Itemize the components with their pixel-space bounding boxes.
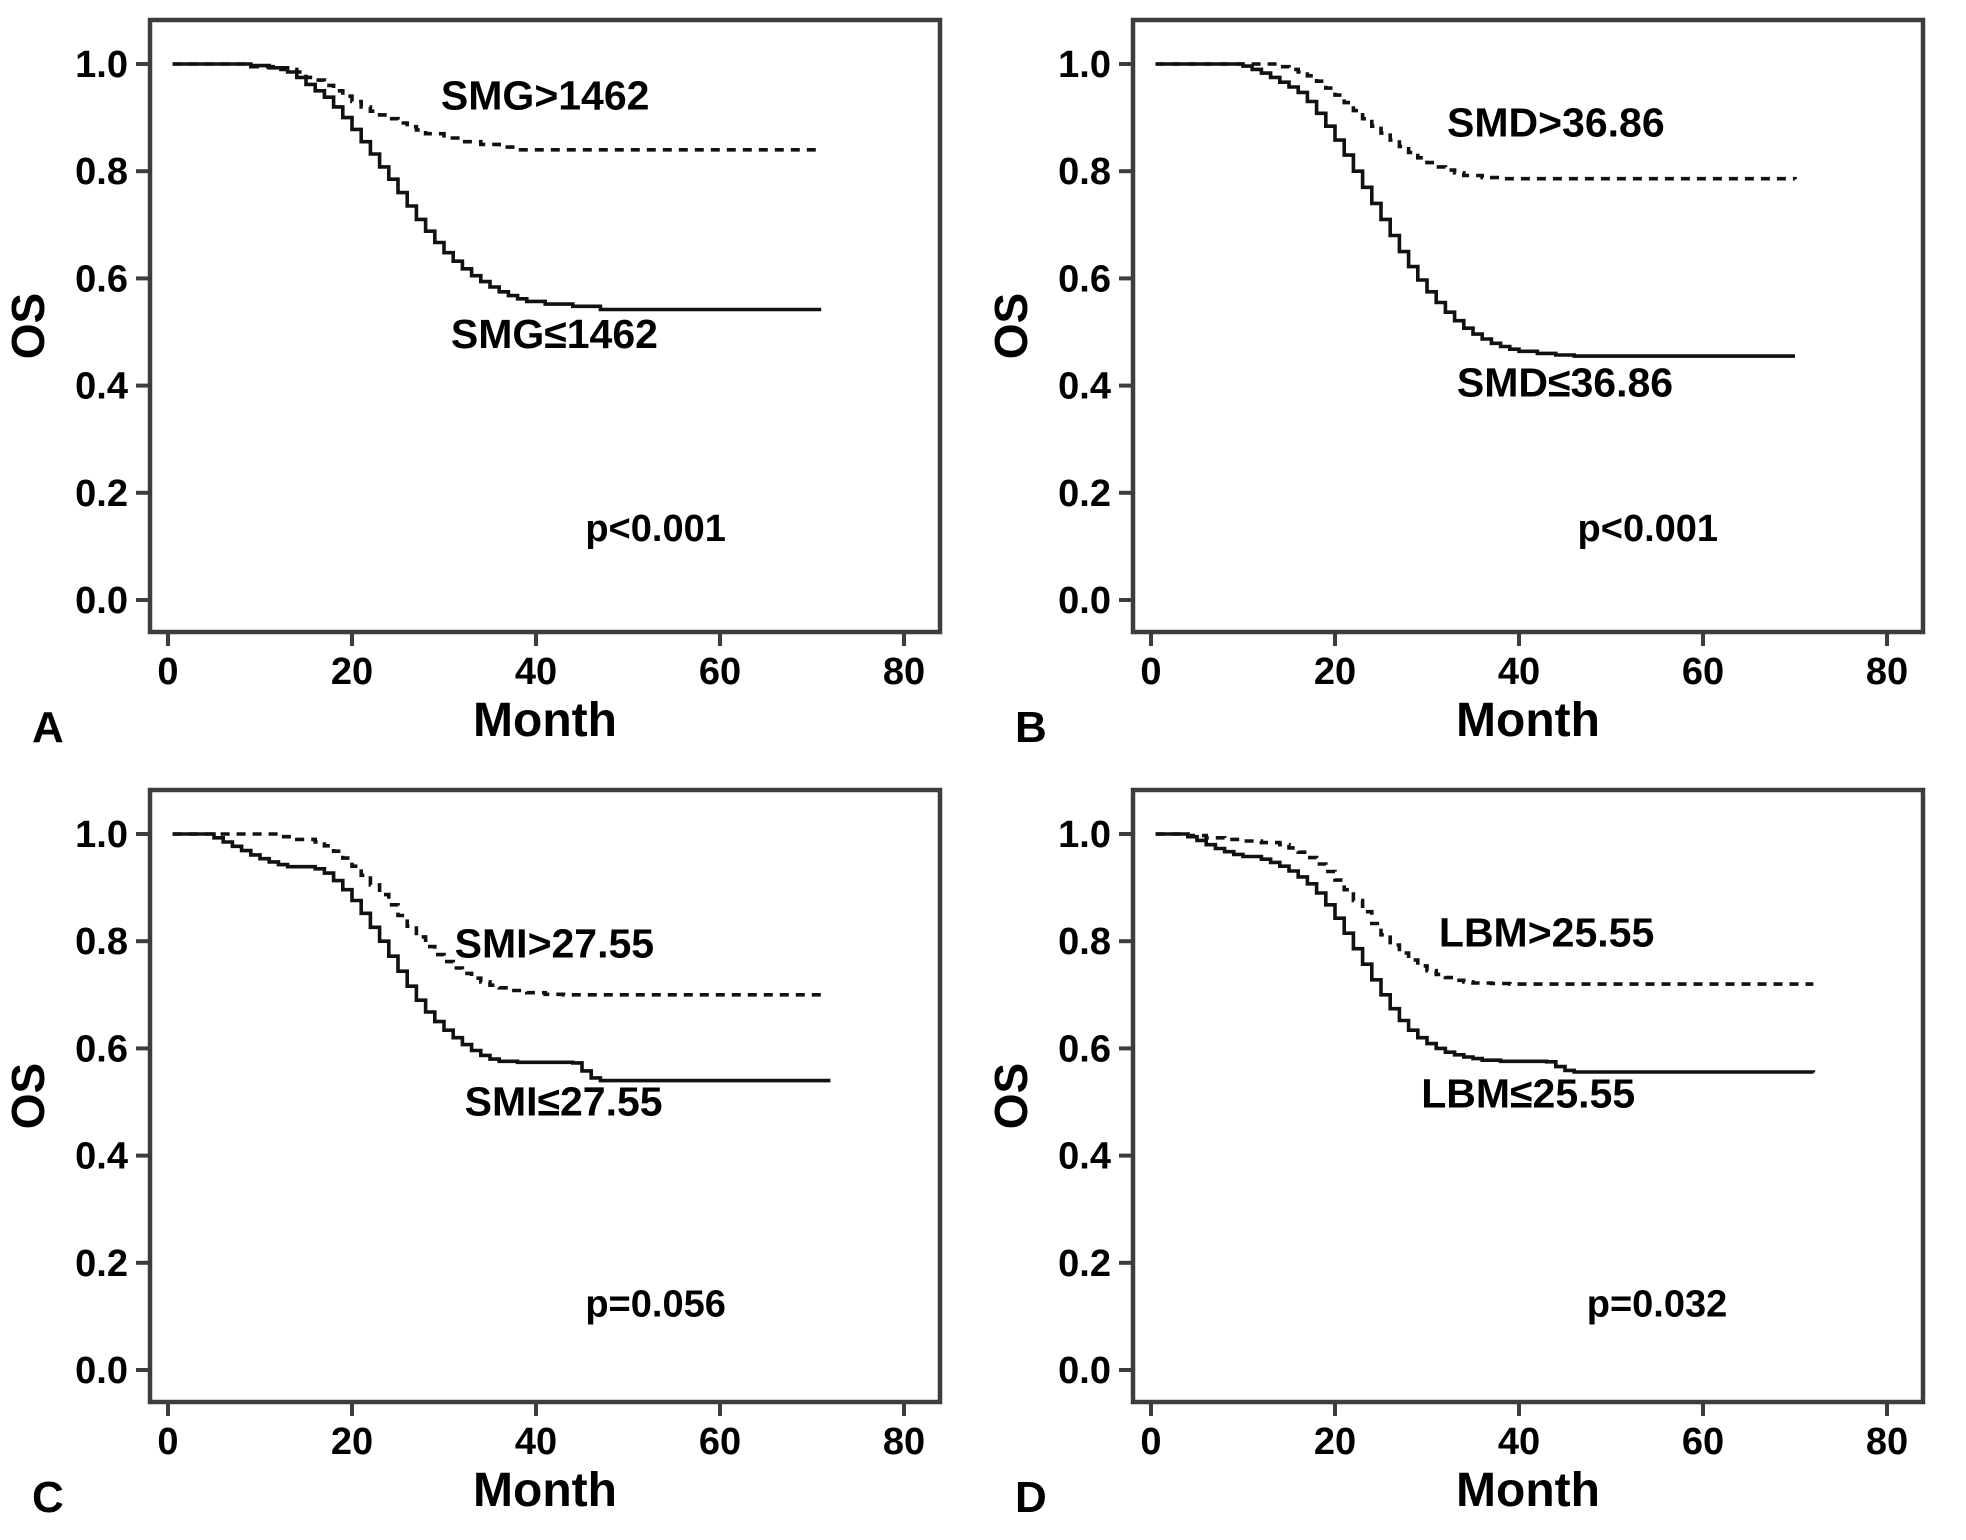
x-tick-label: 20 [331, 651, 373, 693]
y-tick-label: 0.8 [75, 151, 128, 193]
x-axis-title: Month [473, 1464, 617, 1517]
km-curve-solid [172, 832, 831, 1083]
x-axis-title: Month [473, 694, 617, 747]
y-tick-label: 0.6 [1058, 1028, 1111, 1070]
panel-B: 0.0 0.2 0.4 0.6 0.8 1.0 0 20 40 60 80 Month OS B SMD>3… [983, 0, 1966, 770]
y-tick-label: 0.4 [1058, 366, 1111, 408]
y-axis-title: OS [2, 1063, 54, 1129]
y-axis-title: OS [2, 293, 54, 359]
x-tick-label: 40 [515, 651, 557, 693]
panel-letter: D [1015, 1473, 1047, 1522]
km-curve-dashed [172, 62, 822, 152]
y-tick-label: 1.0 [75, 814, 128, 856]
y-tick-label: 0.2 [1058, 1243, 1111, 1285]
series-label-dashed: SMG>1462 [441, 73, 650, 119]
y-axis-title: OS [985, 293, 1037, 359]
x-tick-label: 80 [1866, 1421, 1908, 1463]
y-tick-label: 0.4 [75, 366, 128, 408]
km-curve-dashed [1155, 62, 1797, 181]
series-label-dashed: SMD>36.86 [1447, 99, 1665, 145]
x-axis-title: Month [1456, 1464, 1600, 1517]
panel-letter: C [32, 1473, 64, 1522]
series-label-solid: SMD≤36.86 [1457, 359, 1673, 405]
panel-D: 0.0 0.2 0.4 0.6 0.8 1.0 0 20 40 60 80 Month OS D LBM>2… [983, 770, 1966, 1540]
y-tick-label: 0.6 [75, 258, 128, 300]
x-tick-label: 20 [331, 1421, 373, 1463]
series-label-dashed: LBM>25.55 [1439, 910, 1654, 956]
p-value-label: p=0.032 [1587, 1283, 1728, 1325]
y-tick-label: 0.4 [1058, 1136, 1111, 1178]
km-curve-solid [1155, 832, 1816, 1074]
y-tick-label: 1.0 [1058, 814, 1111, 856]
x-tick-label: 0 [157, 1421, 178, 1463]
km-curve-dashed [172, 832, 822, 997]
km-plot-D: 0.0 0.2 0.4 0.6 0.8 1.0 0 20 40 60 80 Month OS D LBM>2… [985, 787, 1926, 1522]
panel-letter: A [32, 703, 64, 752]
x-tick-label: 60 [1682, 651, 1724, 693]
km-plot-B: 0.0 0.2 0.4 0.6 0.8 1.0 0 20 40 60 80 Month OS B SMD>3… [985, 17, 1926, 752]
p-value-label: p=0.056 [585, 1283, 726, 1325]
x-tick-label: 60 [1682, 1421, 1724, 1463]
y-tick-label: 1.0 [1058, 44, 1111, 86]
panel-C: 0.0 0.2 0.4 0.6 0.8 1.0 0 20 40 60 80 Month OS C SMI>2… [0, 770, 983, 1540]
y-tick-label: 0.0 [1058, 580, 1111, 622]
panel-A: 0.0 0.2 0.4 0.6 0.8 1.0 0 20 40 60 80 Month OS A SMG>1… [0, 0, 983, 770]
y-tick-label: 0.8 [1058, 921, 1111, 963]
x-tick-label: 60 [699, 651, 741, 693]
y-tick-label: 0.0 [75, 1350, 128, 1392]
x-tick-label: 80 [883, 651, 925, 693]
x-tick-label: 40 [1498, 1421, 1540, 1463]
series-label-solid: SMG≤1462 [451, 311, 658, 357]
y-tick-label: 0.2 [75, 1243, 128, 1285]
x-tick-label: 0 [157, 651, 178, 693]
x-tick-label: 80 [883, 1421, 925, 1463]
x-tick-label: 20 [1314, 651, 1356, 693]
x-tick-label: 80 [1866, 651, 1908, 693]
x-tick-label: 40 [1498, 651, 1540, 693]
y-tick-label: 1.0 [75, 44, 128, 86]
y-tick-label: 0.0 [1058, 1350, 1111, 1392]
km-plot-A: 0.0 0.2 0.4 0.6 0.8 1.0 0 20 40 60 80 Month OS A SMG>1… [2, 17, 943, 752]
y-tick-label: 0.4 [75, 1136, 128, 1178]
plot-frame [1130, 787, 1926, 1405]
plot-frame [1130, 17, 1926, 635]
x-tick-label: 0 [1140, 1421, 1161, 1463]
plot-frame [147, 787, 943, 1405]
y-tick-label: 0.8 [1058, 151, 1111, 193]
series-label-solid: SMI≤27.55 [465, 1078, 663, 1124]
km-curve-solid [172, 62, 822, 312]
p-value-label: p<0.001 [1578, 508, 1719, 550]
y-tick-label: 0.6 [1058, 258, 1111, 300]
x-tick-label: 60 [699, 1421, 741, 1463]
km-curve-dashed [1155, 832, 1814, 986]
x-axis-title: Month [1456, 694, 1600, 747]
x-tick-label: 40 [515, 1421, 557, 1463]
x-tick-label: 0 [1140, 651, 1161, 693]
y-tick-label: 0.0 [75, 580, 128, 622]
p-value-label: p<0.001 [585, 508, 726, 550]
series-label-solid: LBM≤25.55 [1421, 1070, 1635, 1116]
series-label-dashed: SMI>27.55 [455, 920, 654, 966]
km-plot-C: 0.0 0.2 0.4 0.6 0.8 1.0 0 20 40 60 80 Month OS C SMI>2… [2, 787, 943, 1522]
y-tick-label: 0.6 [75, 1028, 128, 1070]
y-tick-label: 0.2 [75, 473, 128, 515]
plot-frame [147, 17, 943, 635]
km-curve-solid [1155, 62, 1795, 358]
panel-letter: B [1015, 703, 1047, 752]
y-tick-label: 0.2 [1058, 473, 1111, 515]
x-tick-label: 20 [1314, 1421, 1356, 1463]
y-axis-title: OS [985, 1063, 1037, 1129]
y-tick-label: 0.8 [75, 921, 128, 963]
